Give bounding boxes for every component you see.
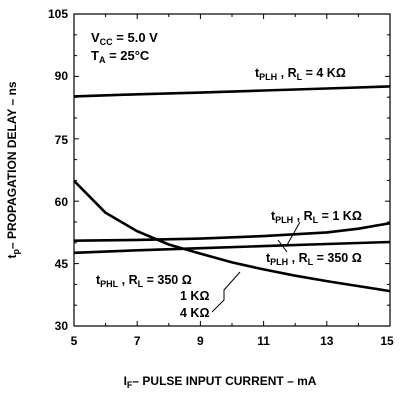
leader-lines bbox=[211, 221, 301, 313]
series-line-tplh-1k bbox=[73, 221, 391, 242]
y-tick-labels: 30 45 60 75 90 105 bbox=[48, 7, 68, 333]
series-lines bbox=[73, 85, 391, 293]
leader-tplh-1k bbox=[286, 221, 301, 246]
y-tick-label: 30 bbox=[55, 319, 69, 333]
series-line-tplh-350 bbox=[73, 240, 391, 255]
vcc-condition: VCC = 5.0 V bbox=[91, 30, 158, 47]
tick-marks bbox=[73, 13, 391, 327]
label-tplh-350: tPLH , RL = 350 Ω bbox=[266, 251, 362, 267]
y-tick-label: 75 bbox=[55, 133, 69, 147]
label-tplh-4k: tPLH , RL = 4 KΩ bbox=[255, 66, 346, 82]
ta-condition: TA = 25°C bbox=[91, 48, 150, 65]
x-tick-label: 11 bbox=[257, 334, 270, 348]
leader-tplh-350 bbox=[277, 239, 288, 253]
y-tick-label: 105 bbox=[48, 7, 68, 21]
label-tphl-4k: 4 KΩ bbox=[180, 306, 209, 320]
y-tick-label: 90 bbox=[55, 69, 69, 83]
x-tick-labels: 5 7 9 11 13 15 bbox=[71, 334, 394, 348]
x-tick-label: 9 bbox=[197, 334, 204, 348]
label-tplh-1k: tPLH , RL = 1 KΩ bbox=[271, 209, 362, 225]
series-line-tplh-4k bbox=[73, 85, 391, 98]
x-tick-label: 15 bbox=[380, 334, 394, 348]
label-tphl-1k: 1 KΩ bbox=[180, 289, 209, 303]
label-tphl-350: tPHL , RL = 350 Ω bbox=[96, 273, 192, 289]
series-line-tphl bbox=[73, 179, 391, 293]
leader-tphl bbox=[211, 271, 241, 313]
x-axis-label: IF– PULSE INPUT CURRENT – mA bbox=[124, 374, 317, 390]
x-tick-label: 13 bbox=[320, 334, 334, 348]
y-tick-label: 45 bbox=[55, 257, 69, 271]
y-tick-label: 60 bbox=[55, 195, 69, 209]
y-axis-label: tp– PROPAGATION DELAY – ns bbox=[5, 81, 21, 258]
x-tick-label: 7 bbox=[134, 334, 141, 348]
x-tick-label: 5 bbox=[71, 334, 78, 348]
